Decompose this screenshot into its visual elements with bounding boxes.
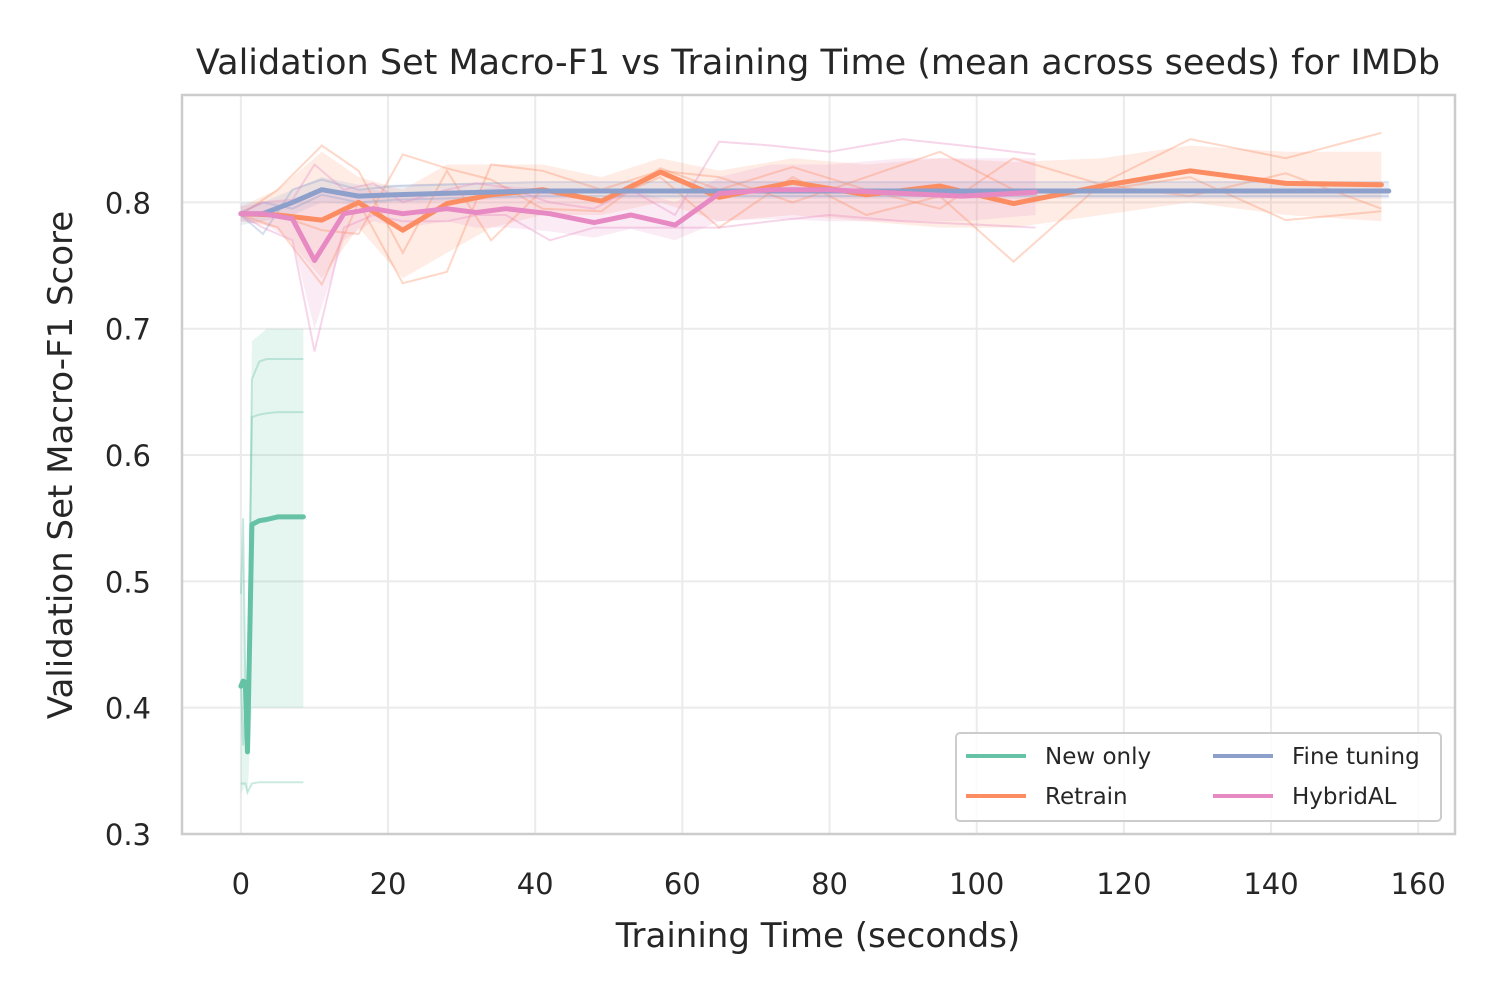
chart-title: Validation Set Macro-F1 vs Training Time…: [196, 43, 1440, 83]
legend-label-hybridal: HybridAL: [1292, 784, 1397, 810]
x-axis-label: Training Time (seconds): [615, 916, 1020, 956]
confidence-bands: [240, 145, 1389, 797]
y-tick-label: 0.7: [105, 313, 151, 347]
new-only-seed-run-1: [240, 781, 304, 796]
fine-tuning-seed-run-1: [240, 178, 1389, 236]
x-axis-ticks: 0 20 40 60 80 100 120 140 160: [232, 867, 1446, 901]
new-only-seed-run-3: [239, 358, 304, 746]
x-tick-label: 100: [949, 867, 1004, 901]
x-tick-label: 60: [664, 867, 701, 901]
retrain-seed-run-1: [240, 131, 1382, 264]
y-tick-label: 0.8: [105, 186, 151, 220]
legend-label-fine-tuning: Fine tuning: [1292, 744, 1420, 770]
hybridal-mean-line: [238, 187, 1039, 263]
y-tick-label: 0.3: [105, 818, 151, 852]
hybridal-seed-run-2: [240, 213, 1036, 352]
hybridal-band: [240, 158, 1036, 329]
x-tick-label: 40: [517, 867, 554, 901]
plot-frame: [180, 93, 1457, 836]
x-tick-label: 160: [1391, 867, 1446, 901]
retrain-mean-line: [238, 168, 1384, 233]
x-tick-label: 80: [811, 867, 848, 901]
x-tick-label: 140: [1243, 867, 1298, 901]
hybridal-seed-run-1: [240, 138, 1036, 217]
y-tick-label: 0.5: [105, 565, 151, 599]
new-only-mean-line: [238, 514, 306, 755]
x-tick-label: 20: [370, 867, 407, 901]
legend-label-new-only: New only: [1045, 744, 1151, 770]
y-axis-ticks: 0.3 0.4 0.5 0.6 0.7 0.8: [105, 186, 151, 852]
retrain-band: [240, 145, 1382, 279]
x-tick-label: 120: [1096, 867, 1151, 901]
legend-label-retrain: Retrain: [1045, 784, 1128, 810]
y-tick-label: 0.6: [105, 439, 151, 473]
y-tick-label: 0.4: [105, 692, 151, 726]
x-tick-label: 0: [232, 867, 250, 901]
legend-box: [955, 732, 1442, 822]
new-only-band: [240, 328, 304, 797]
seed-run-lines: [239, 131, 1389, 796]
fine-tuning-mean-line: [238, 187, 1392, 217]
mean-lines: [238, 168, 1392, 755]
new-only-seed-run-2: [239, 411, 304, 721]
y-axis-label: Validation Set Macro-F1 Score: [41, 211, 81, 719]
legend: New only Retrain Fine tuning HybridAL: [955, 732, 1442, 822]
